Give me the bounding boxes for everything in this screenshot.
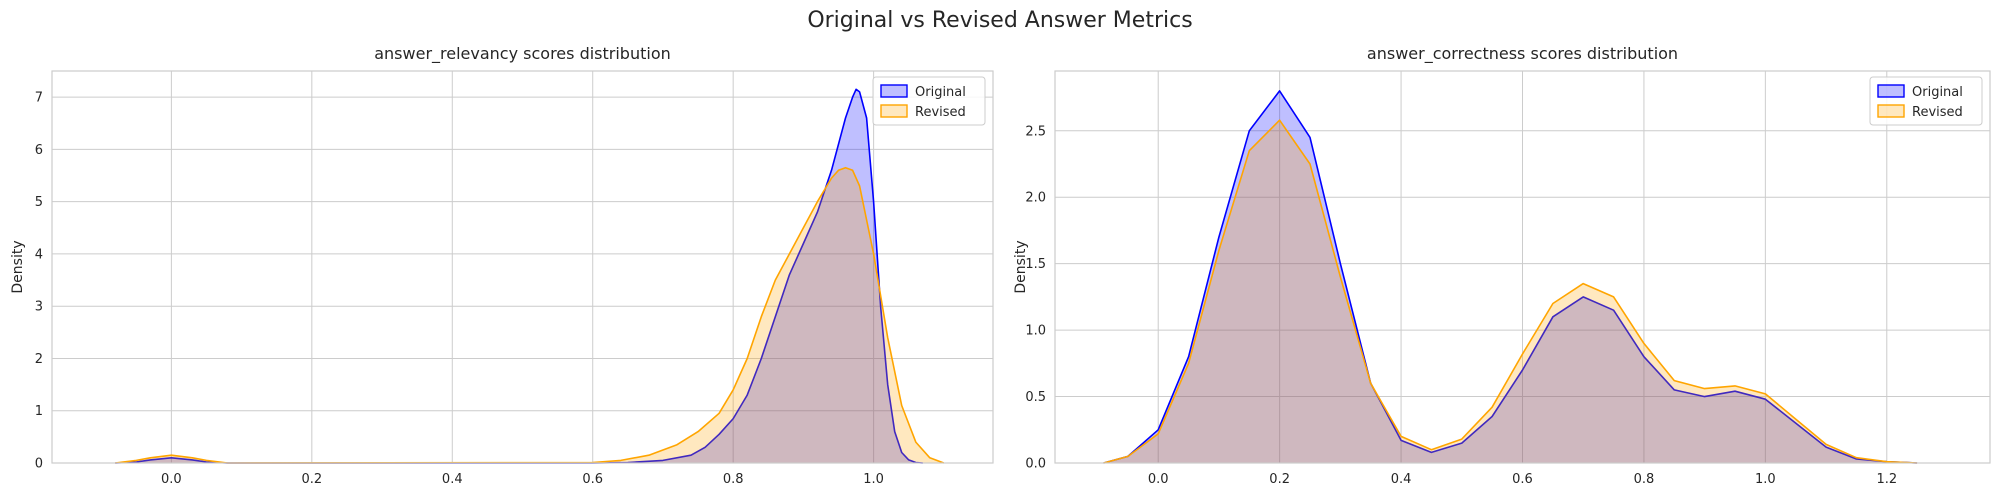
x-tick-label: 0.0 <box>161 472 182 487</box>
y-tick-label: 7 <box>35 91 43 106</box>
x-tick-label: 0.4 <box>1391 472 1412 487</box>
x-tick-label: 0.8 <box>1634 472 1655 487</box>
x-tick-label: 0.8 <box>723 472 744 487</box>
x-tick-label: 0.6 <box>1512 472 1533 487</box>
legend-swatch <box>1878 105 1904 117</box>
legend-swatch <box>881 105 907 117</box>
figure-suptitle: Original vs Revised Answer Metrics <box>807 8 1192 33</box>
x-tick-label: 0.0 <box>1148 472 1169 487</box>
x-tick-label: 0.2 <box>1269 472 1290 487</box>
x-tick-label: 1.0 <box>1755 472 1776 487</box>
series-layer <box>1104 91 1918 463</box>
y-tick-label: 0.0 <box>1025 457 1046 472</box>
series-area-revised <box>1104 120 1918 463</box>
x-tick-label: 1.0 <box>863 472 884 487</box>
legend: Original Revised <box>1870 77 1982 125</box>
y-tick-label: 1 <box>35 404 43 419</box>
legend-swatch <box>881 85 907 97</box>
legend-label: Original <box>915 85 966 100</box>
x-tick-label: 1.2 <box>1876 472 1897 487</box>
y-tick-label: 6 <box>35 143 43 158</box>
legend-label: Original <box>1912 85 1963 100</box>
chart-answer-relevancy: answer_relevancy scores distribution Den… <box>10 44 993 487</box>
y-tick-label: 4 <box>35 247 43 262</box>
x-tick-label: 0.4 <box>442 472 463 487</box>
y-tick-label: 2.0 <box>1025 191 1046 206</box>
series-layer <box>115 89 944 463</box>
y-tick-label: 1.0 <box>1025 324 1046 339</box>
y-tick-label: 3 <box>35 300 43 315</box>
series-area-revised <box>115 168 944 463</box>
legend-label: Revised <box>915 105 966 120</box>
chart-title: answer_correctness scores distribution <box>1367 44 1678 64</box>
y-tick-label: 0.5 <box>1025 390 1046 405</box>
legend-swatch <box>1878 85 1904 97</box>
x-tick-label: 0.2 <box>301 472 322 487</box>
legend: Original Revised <box>873 77 985 125</box>
y-tick-label: 5 <box>35 195 43 210</box>
chart-answer-correctness: answer_correctness scores distribution D… <box>1013 44 1990 487</box>
chart-title: answer_relevancy scores distribution <box>374 44 671 64</box>
legend-label: Revised <box>1912 105 1963 120</box>
y-tick-label: 1.5 <box>1025 257 1046 272</box>
y-tick-label: 2.5 <box>1025 124 1046 139</box>
y-tick-label: 0 <box>35 457 43 472</box>
y-tick-label: 2 <box>35 352 43 367</box>
x-tick-label: 0.6 <box>582 472 603 487</box>
y-axis-label: Density <box>10 240 26 293</box>
